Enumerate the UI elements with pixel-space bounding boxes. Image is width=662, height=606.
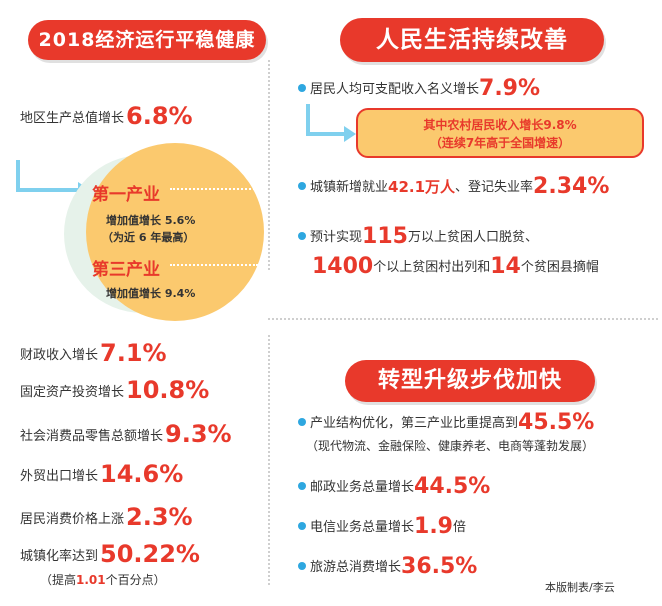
poverty-v2: 1400 (312, 254, 374, 279)
tourism-label: 旅游总消费增长 (310, 560, 402, 575)
note-suffix: 个百分点） (105, 573, 166, 587)
rural-line2: （连续7年高于全国增速） (429, 136, 571, 150)
gdp-label: 地区生产总值增长 (20, 111, 125, 126)
employment-label1: 城镇新增就业 (310, 180, 389, 195)
unemployment-value: 2.34% (533, 174, 610, 199)
gdp-stat: 地区生产总值增长6.8% (20, 102, 193, 130)
retail-stat: 社会消费品零售总额增长9.3% (20, 420, 232, 448)
structure-note: （现代物流、金融保险、健康养老、电商等蓬勃发展） (306, 439, 595, 453)
poverty-v3: 14 (490, 254, 521, 279)
income-label: 居民人均可支配收入名义增长 (310, 82, 480, 97)
postal-label: 邮政业务总量增长 (310, 480, 415, 495)
industry3-growth: 增加值增长 9.4% (106, 287, 196, 300)
industry1-underline (170, 188, 258, 190)
poverty-v1: 115 (362, 224, 408, 249)
telecom-suffix: 倍 (453, 520, 467, 535)
bullet-icon (298, 84, 306, 92)
rural-income-box: 其中农村居民收入增长9.8% （连续7年高于全国增速） (356, 108, 644, 158)
poverty-p2: 万以上贫困人口脱贫、 (407, 230, 538, 245)
income-value: 7.9% (479, 76, 541, 101)
employment-item: 城镇新增就业42.1万人、登记失业率2.34% (298, 174, 609, 199)
livelihood-title: 人民生活持续改善 (340, 18, 604, 62)
poverty-line2: 1400个以上贫困村出列和14个贫困县摘帽 (312, 254, 599, 279)
fiscal-stat: 财政收入增长7.1% (20, 339, 167, 367)
poverty-p1: 预计实现 (310, 230, 363, 245)
stat-label: 财政收入增长 (20, 348, 99, 363)
industry3-title: 第三产业 (92, 260, 160, 280)
postal-value: 44.5% (414, 474, 491, 499)
structure-value: 45.5% (518, 410, 595, 435)
poverty-p4: 个贫困县摘帽 (520, 260, 599, 275)
bullet-icon (298, 182, 306, 190)
industry1-growth: 增加值增长 5.6% (106, 214, 196, 227)
stat-value: 7.1% (100, 339, 167, 367)
stat-value: 50.22% (100, 540, 200, 568)
industry-circle (86, 143, 264, 321)
note-value: 1.01 (76, 573, 106, 587)
left-vertical-divider (268, 60, 270, 270)
note-prefix: （提高 (40, 573, 77, 587)
bullet-icon (298, 562, 306, 570)
investment-stat: 固定资产投资增长10.8% (20, 376, 209, 404)
bullet-icon (298, 232, 306, 240)
industry1-note: （为近 6 年最高） (102, 231, 195, 244)
bullet-icon (298, 522, 306, 530)
income-arrow-icon (306, 104, 356, 142)
cpi-stat: 居民消费价格上涨2.3% (20, 503, 193, 531)
stat-value: 9.3% (165, 420, 232, 448)
stat-label: 固定资产投资增长 (20, 385, 125, 400)
industry1-title: 第一产业 (92, 185, 160, 205)
left-lower-divider (268, 335, 270, 585)
poverty-line1: 预计实现115万以上贫困人口脱贫、 (298, 224, 538, 249)
employment-label2: 、登记失业率 (455, 180, 534, 195)
postal-item: 邮政业务总量增长44.5% (298, 474, 490, 499)
gdp-value: 6.8% (126, 102, 193, 130)
rural-line1: 其中农村居民收入增长9.8% (423, 118, 577, 132)
industry3-underline (170, 264, 258, 266)
telecom-label: 电信业务总量增长 (310, 520, 415, 535)
right-horizontal-divider (268, 318, 658, 320)
tourism-item: 旅游总消费增长36.5% (298, 554, 477, 579)
telecom-item: 电信业务总量增长1.9倍 (298, 514, 466, 539)
stat-label: 外贸出口增长 (20, 469, 99, 484)
telecom-value: 1.9 (414, 514, 453, 539)
export-stat: 外贸出口增长14.6% (20, 460, 183, 488)
stat-label: 城镇化率达到 (20, 549, 99, 564)
credit-text: 本版制表/李云 (545, 581, 615, 594)
transformation-title: 转型升级步伐加快 (345, 360, 595, 402)
urbanization-note: （提高1.01个百分点） (40, 571, 166, 588)
bullet-icon (298, 418, 306, 426)
tourism-value: 36.5% (401, 554, 478, 579)
structure-item: 产业结构优化，第三产业比重提高到45.5% (298, 410, 594, 435)
stat-value: 14.6% (100, 460, 184, 488)
bullet-icon (298, 482, 306, 490)
stat-label: 居民消费价格上涨 (20, 512, 125, 527)
urbanization-stat: 城镇化率达到50.22% (20, 540, 200, 568)
income-item: 居民人均可支配收入名义增长7.9% (298, 76, 540, 101)
structure-label: 产业结构优化，第三产业比重提高到 (310, 416, 519, 431)
stat-value: 10.8% (126, 376, 210, 404)
stat-label: 社会消费品零售总额增长 (20, 429, 164, 444)
stat-value: 2.3% (126, 503, 193, 531)
poverty-p3: 个以上贫困村出列和 (373, 260, 491, 275)
economy-title: 2018经济运行平稳健康 (28, 20, 266, 60)
employment-value: 42.1万人 (388, 178, 456, 196)
